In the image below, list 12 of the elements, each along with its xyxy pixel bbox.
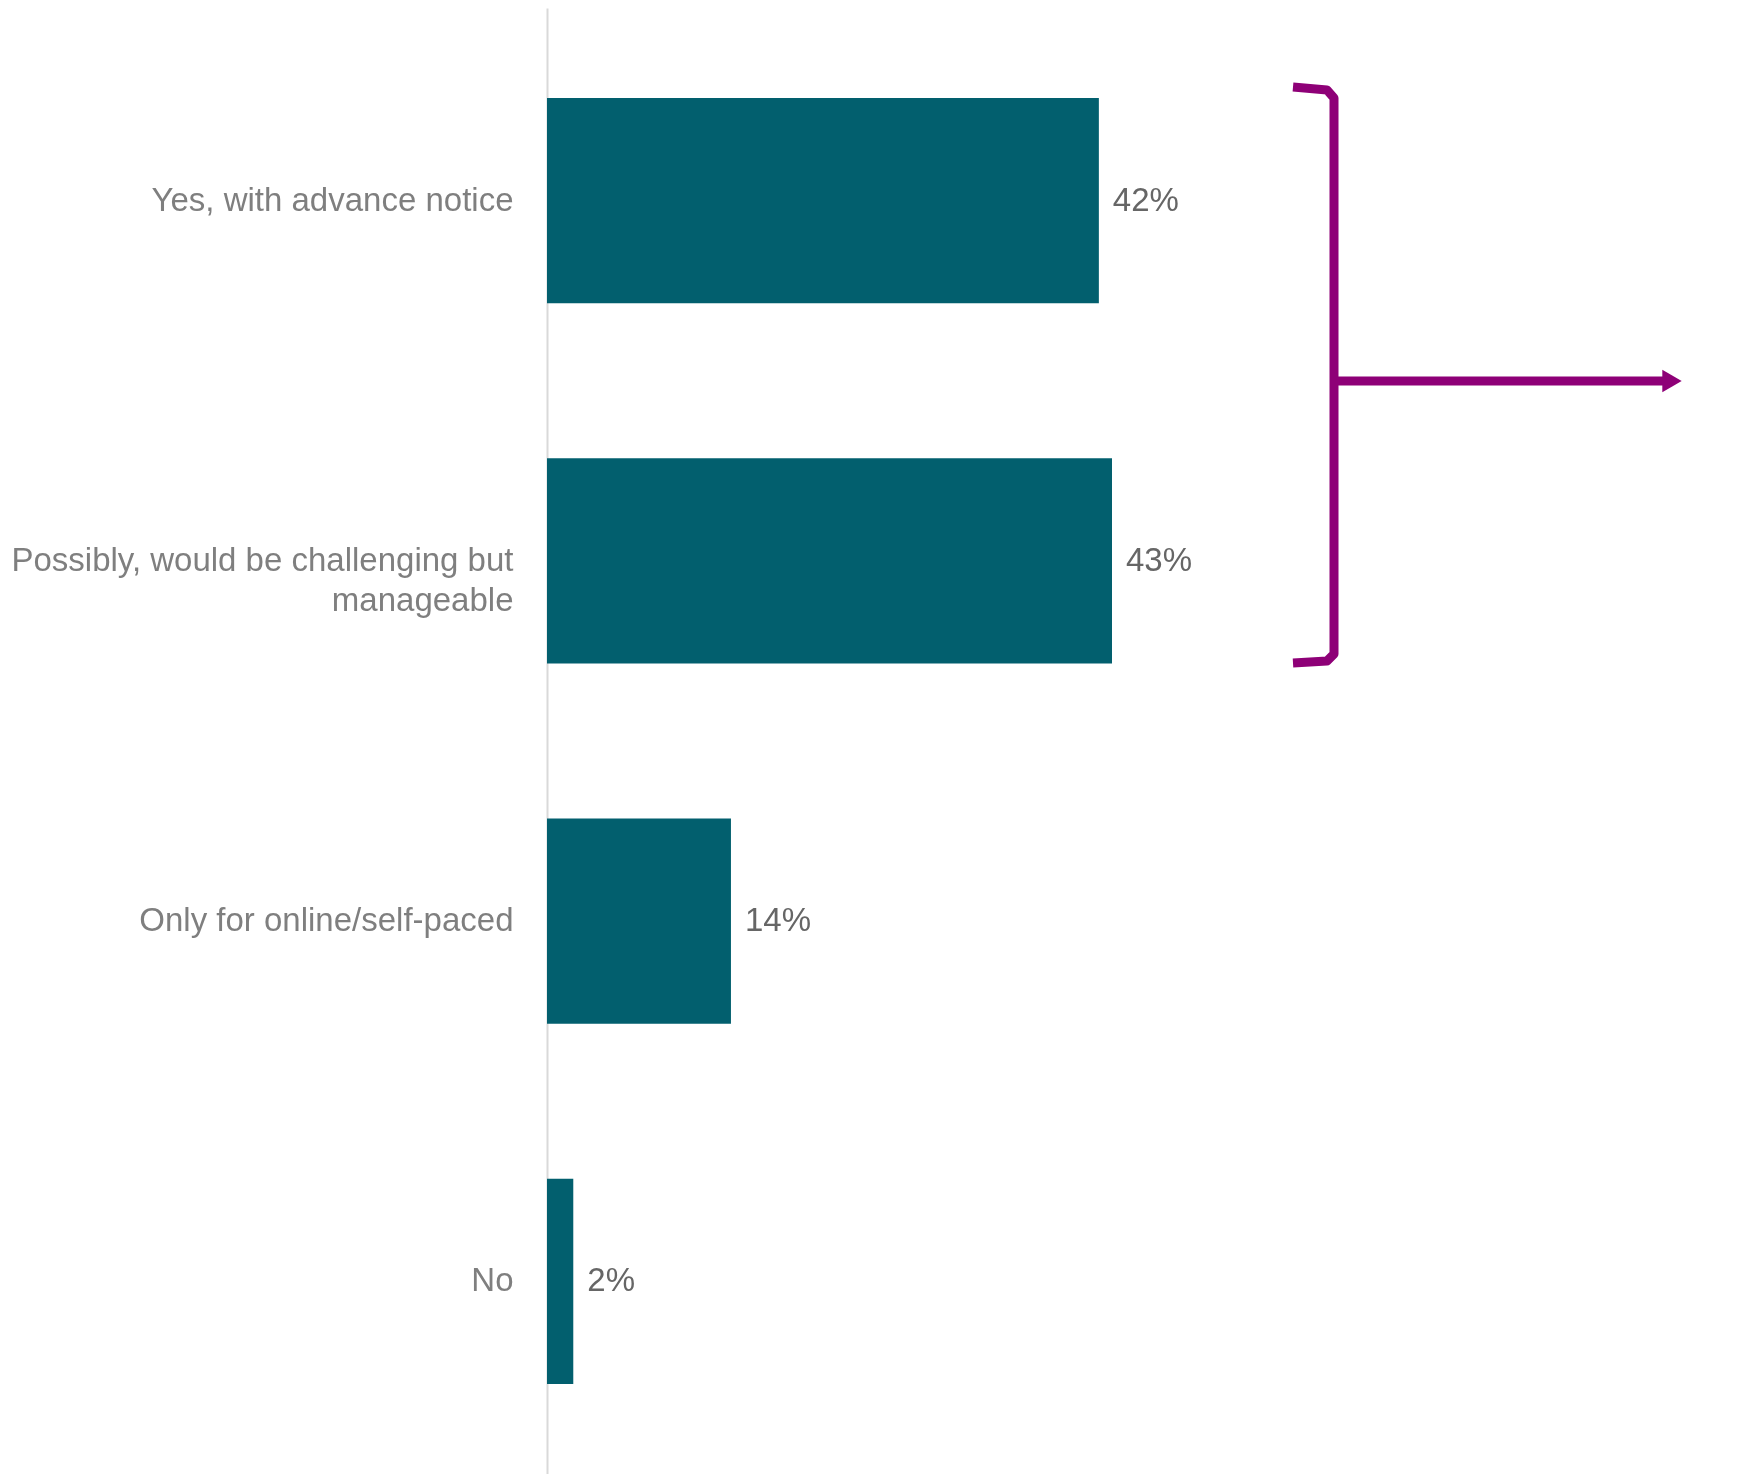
data-label: 43% (1126, 540, 1193, 578)
data-label: 2% (587, 1261, 635, 1299)
bar (547, 98, 1099, 304)
y-tick-label: Possibly, would be challenging but manageable (11, 540, 514, 618)
y-tick-label: Only for online/self-paced (139, 901, 514, 939)
y-tick-label: Yes, with advance notice (151, 180, 514, 218)
bar (547, 1178, 574, 1384)
y-tick-label: No (471, 1261, 514, 1299)
bar (547, 458, 1112, 664)
bar (547, 818, 731, 1024)
data-label: 42% (1112, 180, 1179, 218)
data-label: 14% (744, 901, 812, 939)
